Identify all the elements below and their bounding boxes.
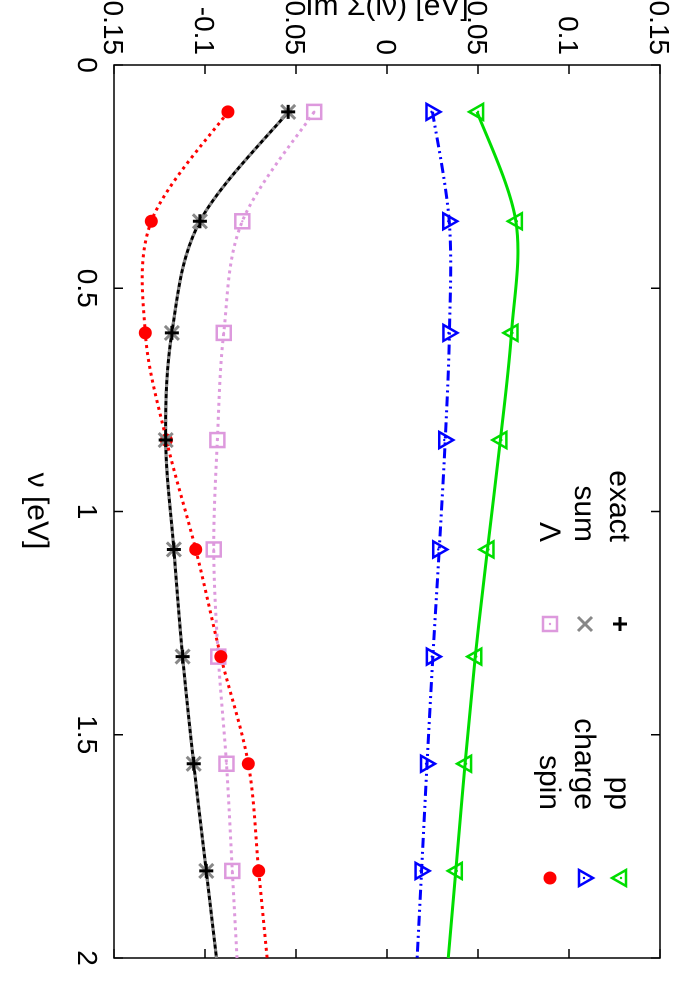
chart-rotated-group: 0 0.5 1 1.5 2 -0.15 -0.1 -0.05 0 0.05 0.1 0.15 ν [e… [21,0,675,966]
y-axis-label: Im Σ(iν) [eV] [305,0,469,22]
y-tick-label: 0.15 [644,1,675,56]
legend-marker-sum [576,615,594,633]
point-spin [189,542,203,556]
series-markers [138,101,524,882]
point-spin [221,105,235,119]
curve-exact [164,110,290,959]
point-exact [192,214,207,229]
point-pp [454,753,473,774]
point-charge [419,753,438,774]
legend-label-exact: exact [603,470,636,542]
x-tick-label: 1.5 [72,715,103,754]
axis-tick-labels: 0 0.5 1 1.5 2 -0.15 -0.1 -0.05 0 0.05 0.1 0.15 [72,0,675,966]
curve-sum [164,110,290,959]
legend-label-charge: charge [568,718,601,810]
curve-spin [140,111,269,959]
x-tick-label: 0.5 [72,269,103,308]
point-exact [158,433,173,448]
legend-marker-lambda [541,615,559,633]
point-pp [466,101,485,123]
point-exact [199,863,214,878]
y-tick-label: -0.05 [280,0,311,55]
point-lambda [234,213,251,230]
point-pp [476,539,495,560]
point-lambda [205,541,222,558]
point-lambda [215,324,232,342]
y-tick-label: -0.15 [98,0,129,55]
point-pp [464,646,483,667]
legend-label-pp: pp [603,777,636,810]
point-pp [505,211,524,232]
point-spin [138,326,152,340]
legend-marker-charge [577,867,596,889]
x-tick-label: 2 [72,950,103,966]
legend-label-spin: spin [533,755,566,810]
point-lambda [305,103,323,121]
point-exact [281,104,296,119]
x-axis-label: ν [eV] [21,473,54,550]
point-spin [144,214,158,228]
y-tick-label: 0.05 [462,1,493,56]
point-spin [214,650,228,664]
y-tick-label: 0.1 [553,16,584,55]
series-curves [140,110,520,959]
legend-label-lambda: Λ [533,522,566,542]
point-lambda [209,431,226,449]
y-tick-label: -0.1 [189,7,220,55]
point-exact [186,756,201,771]
point-spin [241,757,255,771]
point-lambda [224,862,241,880]
point-charge [425,646,444,667]
point-lambda [218,755,235,773]
legend-label-sum: sum [568,485,601,542]
point-spin [252,864,266,878]
point-charge [437,429,456,451]
point-exact [166,542,181,557]
x-tick-label: 0 [72,57,103,73]
legend-marker-exact [613,617,627,631]
point-pp [500,322,519,344]
y-tick-label: 0 [371,39,402,55]
point-pp [489,429,508,451]
x-tick-label: 1 [72,504,103,520]
point-charge [442,322,460,344]
point-charge [414,860,433,882]
legend-marker-pp [609,867,628,889]
point-exact [164,325,179,340]
point-exact [175,649,190,664]
point-charge [425,101,444,123]
legend-marker-spin [543,871,557,885]
point-charge [441,211,460,232]
point-charge [431,539,450,560]
curve-lambda [212,111,316,959]
point-pp [445,860,464,882]
axis-ticks [113,64,661,959]
curve-pp [446,111,520,959]
curve-charge [415,111,453,959]
